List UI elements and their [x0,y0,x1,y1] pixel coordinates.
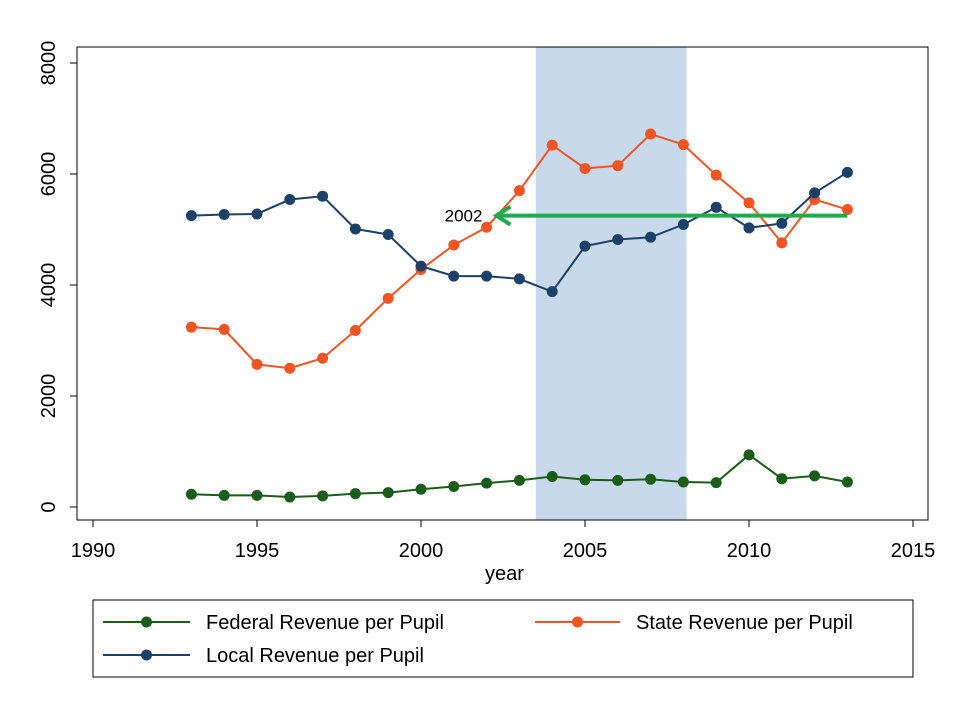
series-2 [185,166,853,298]
data-point [579,162,591,174]
data-point [218,323,230,335]
data-point [382,292,394,304]
data-point [251,208,263,220]
data-point [645,128,657,140]
legend-swatch-marker [141,616,152,628]
x-axis-title: year [485,563,524,585]
data-point [776,217,788,229]
annotation-arrow-head [492,204,512,227]
data-point [415,260,427,272]
data-point [743,449,755,461]
data-point [284,491,296,503]
data-point [513,185,525,197]
data-point [251,489,263,501]
data-point [284,194,296,206]
data-point [415,483,427,495]
data-point [317,190,329,202]
data-point [218,489,230,501]
data-point [612,160,624,172]
data-point [251,358,263,370]
data-point [677,476,689,488]
data-point [645,473,657,485]
data-point [513,474,525,486]
data-point [776,473,788,485]
data-point [185,321,197,333]
data-point [382,487,394,499]
legend-label: Local Revenue per Pupil [206,645,424,667]
legend-swatch-marker [141,649,152,661]
data-point [743,222,755,234]
data-point [382,228,394,240]
data-point [448,480,460,492]
x-tick-label: 2015 [891,540,936,562]
data-point [612,233,624,245]
legend-label: State Revenue per Pupil [636,612,853,634]
data-point [349,488,361,500]
x-tick-label: 1995 [235,540,280,562]
legend-swatch-marker [572,616,583,628]
data-point [546,470,558,482]
data-point [710,169,722,181]
x-tick-label: 2000 [399,540,444,562]
data-point [218,209,230,221]
y-tick-label: 6000 [38,152,60,197]
data-point [481,221,493,233]
legend-item: State Revenue per Pupil [535,612,853,634]
data-point [710,201,722,213]
data-point [185,210,197,222]
data-point [677,219,689,231]
y-tick-label: 8000 [38,41,60,86]
data-point [743,197,755,209]
data-point [579,474,591,486]
data-point [710,477,722,489]
data-point [546,286,558,298]
data-point [317,352,329,364]
data-point [579,240,591,252]
data-point [448,239,460,251]
data-point [349,325,361,337]
data-point [841,476,853,488]
legend-label: Federal Revenue per Pupil [206,612,444,634]
data-point [513,273,525,285]
data-point [481,270,493,282]
legend: Federal Revenue per Pupil State Revenue p… [92,599,914,678]
plot-frame [76,46,929,521]
legend-item: Federal Revenue per Pupil [103,612,444,634]
data-point [349,223,361,235]
data-point [841,204,853,216]
y-tick-label: 4000 [38,263,60,308]
data-point [284,362,296,374]
series-0 [185,449,853,503]
data-point [677,139,689,151]
x-tick-label: 1990 [71,540,116,562]
data-point [546,139,558,151]
data-point [841,166,853,178]
y-tick-label: 2000 [38,374,60,419]
data-point [809,187,821,199]
annotation-label: 2002 [445,207,483,226]
y-tick-label: 0 [38,501,60,512]
data-point [809,470,821,482]
x-tick-label: 2005 [563,540,608,562]
data-point [317,490,329,502]
data-point [776,237,788,249]
data-point [612,474,624,486]
data-point [481,477,493,489]
data-point [645,231,657,243]
legend-item: Local Revenue per Pupil [103,645,424,667]
legend-box [92,599,914,678]
data-point [185,488,197,500]
data-point [448,270,460,282]
x-tick-label: 2010 [727,540,772,562]
shaded-period-region [535,47,687,520]
